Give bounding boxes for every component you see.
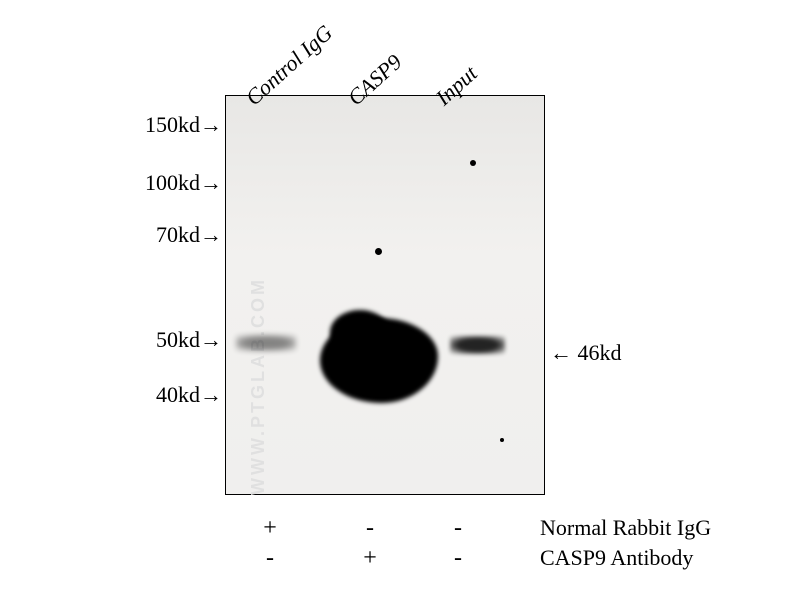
arrow-right-icon: → bbox=[200, 112, 222, 138]
mw-label: 50kd→ bbox=[156, 327, 222, 353]
band-casp9-lobe bbox=[330, 310, 390, 355]
arrow-right-icon: → bbox=[200, 222, 222, 248]
artifact-spot bbox=[470, 160, 476, 166]
legend-mark: + bbox=[255, 515, 285, 542]
artifact-spot bbox=[500, 438, 504, 442]
arrow-left-icon: ← bbox=[550, 340, 572, 365]
mw-text: 100kd bbox=[145, 170, 200, 195]
mw-text: 50kd bbox=[156, 327, 200, 352]
legend-mark: - bbox=[443, 515, 473, 542]
legend-mark: - bbox=[355, 515, 385, 542]
legend-label-normal-rabbit-igg: Normal Rabbit IgG bbox=[540, 515, 711, 541]
legend-label-casp9-antibody: CASP9 Antibody bbox=[540, 545, 693, 571]
artifact-spot bbox=[375, 248, 382, 255]
mw-text: 70kd bbox=[156, 222, 200, 247]
arrow-right-icon: → bbox=[200, 382, 222, 408]
mw-label: 40kd→ bbox=[156, 382, 222, 408]
legend-mark: + bbox=[355, 545, 385, 572]
arrow-right-icon: → bbox=[200, 327, 222, 353]
mw-text: 150kd bbox=[145, 112, 200, 137]
band-lane1 bbox=[236, 335, 296, 351]
mw-label: 100kd→ bbox=[145, 170, 222, 196]
mw-label: 150kd→ bbox=[145, 112, 222, 138]
band-size-text: 46kd bbox=[578, 340, 622, 365]
blot-membrane bbox=[225, 95, 545, 495]
legend-mark: - bbox=[443, 545, 473, 572]
figure-container: WWW.PTGLAB.COM 150kd→ 100kd→ 70kd→ 50kd→… bbox=[0, 0, 800, 600]
arrow-right-icon: → bbox=[200, 170, 222, 196]
band-size-label: ← 46kd bbox=[550, 340, 622, 366]
legend-mark: - bbox=[255, 545, 285, 572]
band-lane3 bbox=[450, 336, 505, 354]
mw-text: 40kd bbox=[156, 382, 200, 407]
mw-label: 70kd→ bbox=[156, 222, 222, 248]
